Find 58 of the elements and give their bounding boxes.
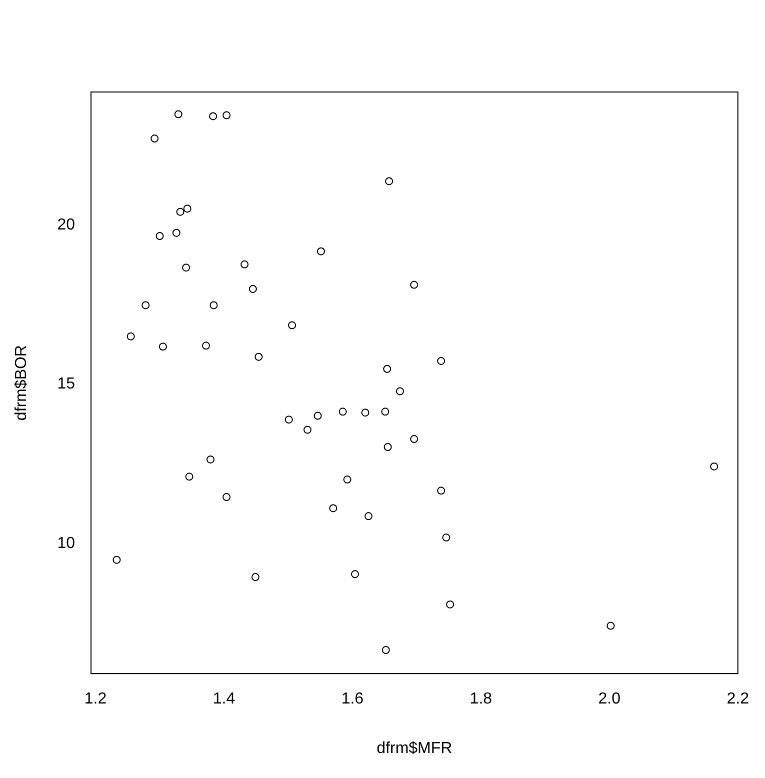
point (254, 352, 263, 361)
point (316, 247, 325, 256)
point (338, 408, 347, 416)
point (202, 342, 210, 350)
point (126, 332, 135, 340)
point (222, 111, 231, 120)
point (222, 493, 231, 502)
point (446, 600, 454, 608)
point (251, 573, 260, 582)
point (710, 462, 718, 470)
point (172, 228, 180, 237)
point (384, 443, 392, 452)
point (606, 622, 615, 630)
point (381, 408, 390, 416)
y-tick-label: 15 (57, 376, 76, 393)
point (112, 556, 121, 564)
point (396, 387, 404, 396)
point (329, 504, 338, 512)
point (288, 321, 296, 330)
point (150, 134, 159, 143)
point (361, 408, 370, 417)
x-tick-label: 1.6 (341, 690, 364, 708)
x-tick-label: 1.2 (84, 690, 107, 708)
x-tick-label: 1.4 (212, 690, 236, 708)
point (185, 472, 194, 481)
point (410, 435, 418, 444)
point (437, 486, 446, 495)
point (142, 301, 150, 310)
point (383, 364, 392, 373)
point (158, 342, 167, 351)
point (442, 534, 450, 542)
point (385, 177, 394, 186)
x-axis-title: dfrm$MFR (376, 740, 452, 757)
point (351, 570, 360, 578)
point (303, 426, 312, 434)
y-tick-label: 10 (57, 534, 76, 552)
point (314, 412, 322, 420)
x-tick-label: 2.2 (726, 690, 750, 708)
point (183, 204, 192, 213)
y-tick-label: 20 (57, 216, 76, 234)
point (343, 476, 352, 484)
point (437, 356, 446, 365)
x-tick-label: 1.8 (470, 690, 492, 708)
point (240, 260, 249, 268)
point (248, 284, 257, 293)
point (174, 110, 182, 118)
point (382, 646, 390, 654)
point (156, 232, 164, 240)
point (364, 512, 373, 520)
point (176, 208, 184, 216)
point (206, 455, 214, 464)
point (210, 301, 218, 310)
point (182, 264, 190, 272)
point (209, 112, 218, 120)
x-tick-label: 2.0 (598, 690, 621, 708)
point (284, 416, 293, 424)
y-axis-title: dfrm$BOR (13, 345, 30, 421)
point (410, 280, 418, 289)
